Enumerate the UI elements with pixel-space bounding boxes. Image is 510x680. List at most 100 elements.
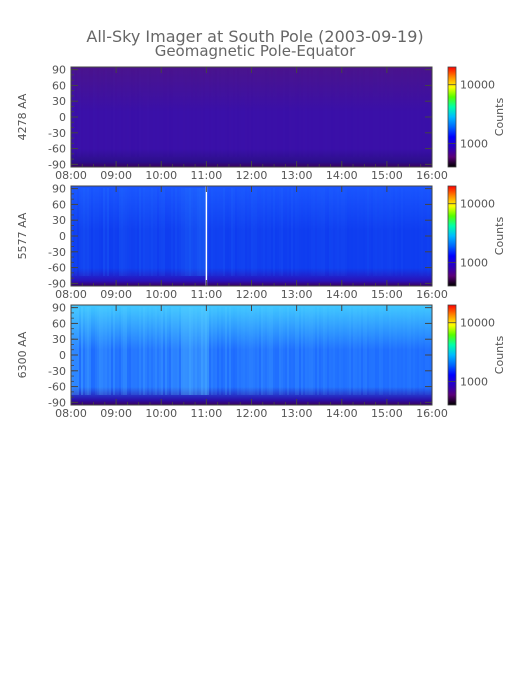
heatmap-column — [169, 188, 171, 276]
y-tick-label: 30 — [52, 214, 66, 227]
heatmap-column — [331, 69, 333, 157]
y-tick-label: 0 — [59, 111, 66, 124]
heatmap-column — [335, 69, 337, 157]
heatmap-column — [311, 307, 313, 395]
heatmap-column — [255, 188, 257, 276]
heatmap-column — [423, 307, 425, 395]
heatmap-column — [75, 188, 77, 276]
heatmap-column — [197, 307, 199, 395]
heatmap-column — [79, 188, 81, 276]
heatmap-column — [285, 188, 287, 276]
heatmap-column — [323, 188, 325, 276]
heatmap-column — [235, 188, 237, 276]
heatmap-column — [259, 69, 261, 157]
heatmap-column — [85, 307, 87, 395]
x-tick-label: 09:00 — [100, 407, 132, 420]
x-tick-label: 15:00 — [371, 169, 403, 182]
heatmap-column — [105, 307, 107, 395]
heatmap-column — [287, 69, 289, 157]
heatmap-column — [219, 188, 221, 276]
heatmap-column — [155, 69, 157, 157]
heatmap-column — [117, 188, 119, 276]
heatmap-column — [89, 307, 91, 395]
heatmap-column — [187, 307, 189, 395]
colorbar-label: Counts — [493, 98, 506, 137]
heatmap-column — [143, 69, 145, 157]
heatmap-column — [73, 69, 75, 157]
heatmap-column — [149, 188, 151, 276]
heatmap-column — [333, 307, 335, 395]
heatmap-column — [369, 188, 371, 276]
heatmap-column — [75, 69, 77, 157]
heatmap-column — [111, 307, 113, 395]
heatmap-column — [217, 188, 219, 276]
heatmap-column — [411, 188, 413, 276]
chart-subtitle: Geomagnetic Pole-Equator — [155, 42, 356, 60]
colorbar-tick-label: 10000 — [460, 317, 495, 330]
heatmap-column — [427, 307, 429, 395]
heatmap-column — [275, 307, 277, 395]
heatmap-column — [403, 188, 405, 276]
heatmap-column — [341, 188, 343, 276]
heatmap-column — [321, 307, 323, 395]
heatmap-column — [135, 69, 137, 157]
heatmap-column — [137, 307, 139, 395]
heatmap-column — [261, 188, 263, 276]
heatmap-column — [277, 69, 279, 157]
heatmap-column — [223, 69, 225, 157]
heatmap-column — [293, 307, 295, 395]
heatmap-column — [239, 188, 241, 276]
heatmap-column — [425, 69, 427, 157]
heatmap-column — [149, 307, 151, 395]
heatmap-column — [261, 307, 263, 395]
heatmap-column — [91, 69, 93, 157]
x-tick-label: 12:00 — [236, 407, 268, 420]
heatmap-column — [123, 307, 125, 395]
heatmap-column — [235, 69, 237, 157]
x-tick-label: 16:00 — [416, 288, 448, 301]
heatmap-column — [317, 188, 319, 276]
y-tick-label: 60 — [52, 198, 66, 211]
heatmap-column — [189, 69, 191, 157]
heatmap-column — [189, 307, 191, 395]
heatmap-column — [423, 188, 425, 276]
heatmap-column — [211, 307, 213, 395]
heatmap-column — [115, 69, 117, 157]
heatmap-column — [81, 188, 83, 276]
heatmap-column — [135, 188, 137, 276]
heatmap-column — [293, 69, 295, 157]
x-tick-label: 16:00 — [416, 169, 448, 182]
heatmap-column — [125, 69, 127, 157]
y-tick-label: -60 — [48, 143, 66, 156]
heatmap-column — [365, 307, 367, 395]
heatmap-column — [121, 188, 123, 276]
heatmap-column — [201, 69, 203, 157]
heatmap-column — [227, 307, 229, 395]
heatmap-column — [89, 69, 91, 157]
heatmap-column — [365, 188, 367, 276]
heatmap-column — [363, 188, 365, 276]
heatmap-column — [181, 307, 183, 395]
heatmap-column — [413, 307, 415, 395]
heatmap-column — [377, 307, 379, 395]
heatmap-column — [403, 69, 405, 157]
heatmap-column — [393, 188, 395, 276]
heatmap-column — [169, 69, 171, 157]
heatmap-column — [99, 188, 101, 276]
heatmap-column — [123, 188, 125, 276]
heatmap-column — [295, 69, 297, 157]
heatmap-column — [291, 307, 293, 395]
x-tick-label: 14:00 — [326, 169, 358, 182]
heatmap-column — [185, 307, 187, 395]
heatmap-column — [345, 307, 347, 395]
heatmap-column — [355, 188, 357, 276]
heatmap-column — [229, 69, 231, 157]
heatmap-column — [373, 307, 375, 395]
heatmap-column — [363, 69, 365, 157]
heatmap-column — [227, 188, 229, 276]
heatmap-column — [157, 69, 159, 157]
heatmap-column — [141, 69, 143, 157]
heatmap-column — [149, 69, 151, 157]
heatmap-column — [141, 188, 143, 276]
